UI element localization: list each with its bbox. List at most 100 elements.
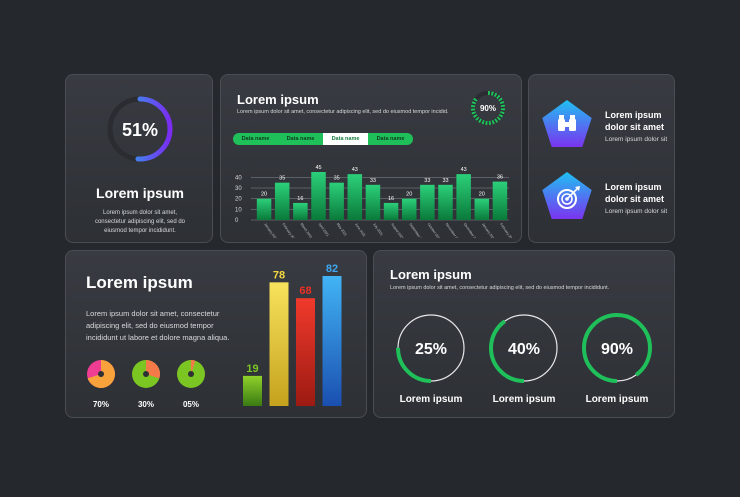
x-tick-label: April 2021 [318,222,330,237]
icon-item: Lorem ipsum dolor sit amet Lorem ipsum dol… [539,95,674,155]
progress-ring-item: 25% Lorem ipsum [396,313,466,408]
tab-data-name-2[interactable]: Data name [286,136,315,142]
progress-ring-value: 40% [508,341,540,358]
tab-data-name-3[interactable]: Data name [323,133,368,145]
x-tick-label: February 2022 [499,222,515,238]
x-tick-label: September 2021 [408,222,426,238]
x-tick-label: November 2021 [445,222,462,238]
bar-value-label: 35 [334,176,340,182]
color-bar-value: 68 [299,285,311,297]
y-tick-label: 40 [235,175,242,181]
x-tick-label: December 2021 [463,222,480,238]
color-bar [243,375,262,406]
data-tabs: Data name Data name Data name Data name [233,133,413,145]
progress-ring-label: Lorem ipsum [399,394,463,405]
bar-value-label: 16 [388,196,394,202]
x-tick-label: May 2021 [336,222,348,237]
color-bar-value: 19 [246,363,258,375]
progress-ring-arc [396,313,466,383]
pie-slice [146,360,160,379]
icon-item: Lorem ipsum dolor sit amet Lorem ipsum dol… [539,167,674,227]
badge-ring: 90% [471,91,505,125]
icon-item-text: Lorem ipsum dolor sit [605,136,668,143]
bar [438,184,453,220]
bar [347,174,363,220]
y-tick-label: 10 [235,207,242,213]
pie-label: 05% [182,400,199,409]
pie-slice [191,360,196,374]
bar-value-label: 33 [370,178,376,184]
icon-item-title-2: dolor sit amet [605,194,665,204]
bar [274,182,290,220]
progress-ring-item: 40% Lorem ipsum [489,313,559,408]
pie-label: 70% [92,400,109,409]
icons-card: Lorem ipsum dolor sit amet Lorem ipsum dol… [528,74,675,243]
progress-ring-value: 25% [415,341,447,358]
target-icon [557,186,580,209]
bar [474,198,490,220]
color-bar [322,276,342,406]
percent-ring: 51% [107,96,173,162]
pie-item: 70% [86,359,116,409]
bar-value-label: 35 [279,176,285,182]
color-bar-chart: 19 78 68 82 [243,263,342,406]
summary-card-text: Lorem ipsum dolor sit amet, consectetur … [86,309,230,342]
bar-chart-card-title: Lorem ipsum [237,92,319,107]
color-bar [296,298,315,406]
badge-value: 90% [480,104,496,113]
binoculars-icon [558,115,576,131]
rings-card-title: Lorem ipsum [390,267,472,282]
icon-item-title: Lorem ipsum [605,110,662,120]
pie-chart [87,360,115,388]
percent-card-title: Lorem ipsum [96,185,184,201]
bar [293,202,308,220]
percent-card: 51% Lorem ipsum Lorem ipsum dolor sit am… [65,74,213,243]
badge-ring-arc [471,91,505,125]
bar-value-label: 36 [497,175,503,181]
tab-data-name-1[interactable]: Data name [241,136,270,142]
bar-value-label: 33 [424,178,430,184]
bar-chart-card-subtitle: Lorem ipsum dolor sit amet, consectetur … [237,109,449,115]
bar-value-label: 43 [461,167,467,173]
pie-chart [132,360,160,388]
progress-ring: 25% [396,313,466,383]
bar [311,172,326,220]
bar [383,202,399,220]
rings-card: Lorem ipsum Lorem ipsum dolor sit amet, … [373,250,675,418]
x-tick-label: January 2021 [263,222,278,238]
x-tick-label: July 2021 [372,222,384,236]
color-bar-value: 78 [273,269,285,281]
icon-item-title: Lorem ipsum [605,182,662,192]
bar-value-label: 16 [297,196,303,202]
progress-ring-value: 90% [601,341,633,358]
y-tick-label: 0 [235,218,239,224]
x-tick-label: January 2022 [481,222,496,238]
icon-item-text: Lorem ipsum dolor sit [605,208,668,215]
bar [492,181,508,220]
percent-value: 51% [122,120,158,140]
progress-ring: 40% [489,313,559,383]
color-bar [269,282,289,406]
summary-card: Lorem ipsum Lorem ipsum dolor sit amet, … [65,250,367,418]
y-tick-label: 20 [235,197,242,203]
x-tick-label: March 2021 [300,222,314,238]
x-tick-label: October 2021 [427,222,442,238]
tab-data-name-4[interactable]: Data name [376,136,405,142]
x-tick-label: August 2021 [390,222,404,238]
icon-item-title-2: dolor sit amet [605,122,665,132]
pie-chart [177,360,205,388]
pie-item: 30% [131,359,161,409]
progress-ring-item: 90% Lorem ipsum [582,313,652,408]
bar [456,174,471,220]
percent-card-text: Lorem ipsum dolor sit amet, consectetur … [94,210,186,234]
bar [420,184,435,220]
monthly-bar-chart: 0 10 20 30 40 20 January 2021 35 February 2021 16… [235,165,515,238]
bar-value-label: 45 [315,165,321,171]
pie-item: 05% [176,359,206,409]
y-tick-label: 30 [235,186,242,192]
color-bar-value: 82 [326,263,338,275]
progress-ring-label: Lorem ipsum [492,394,556,405]
bar [329,182,344,220]
bar [256,198,272,220]
summary-card-title: Lorem ipsum [86,273,193,292]
